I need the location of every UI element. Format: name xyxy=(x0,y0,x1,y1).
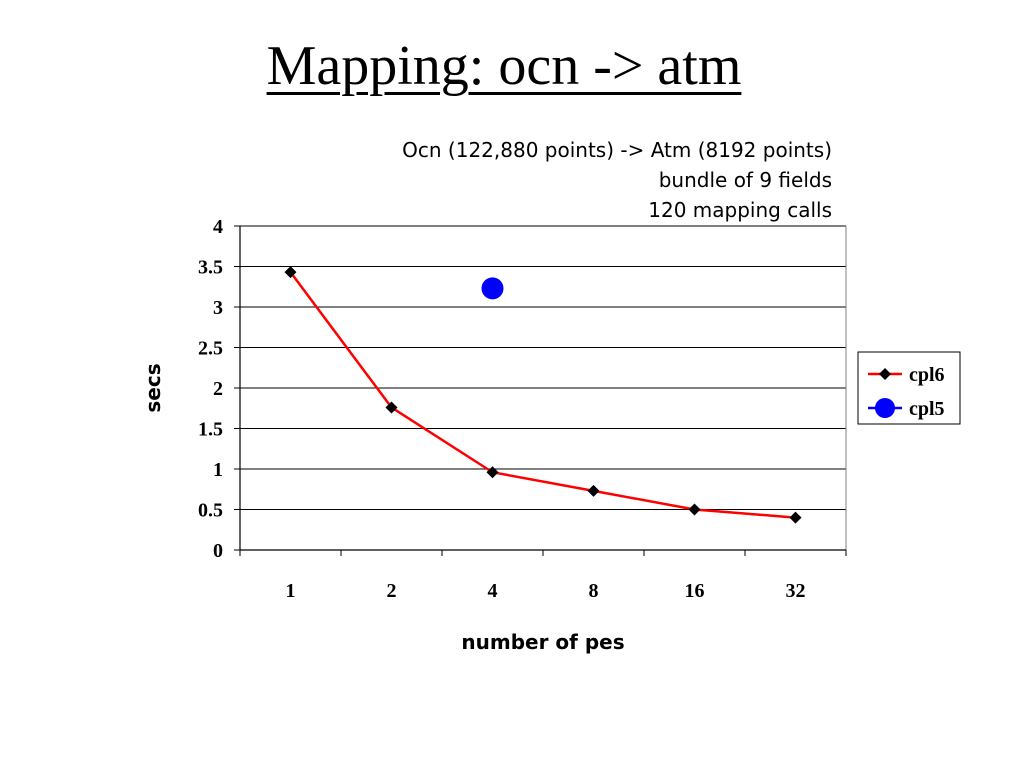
series-cpl6-line xyxy=(289,271,796,519)
x-tick-label: 16 xyxy=(685,580,705,602)
y-tick-label: 1.5 xyxy=(198,419,223,441)
x-tick-label: 4 xyxy=(488,580,498,602)
legend: cpl6 cpl5 xyxy=(857,351,961,425)
series-cpl6-point xyxy=(486,466,499,479)
x-tick-label: 32 xyxy=(786,580,806,602)
y-tick-label: 1 xyxy=(213,459,223,481)
y-axis-title: secs xyxy=(141,363,165,412)
legend-cpl6-marker xyxy=(879,368,891,380)
y-tick-label: 2.5 xyxy=(198,338,223,360)
axes xyxy=(234,225,847,556)
y-tick-label: 4 xyxy=(213,216,223,238)
x-axis-title: number of pes xyxy=(461,630,624,654)
chart-subtitle-line: Ocn (122,880 points) -> Atm (8192 points… xyxy=(402,138,832,162)
series-cpl6-point xyxy=(789,511,802,524)
legend-cpl5-marker xyxy=(875,398,895,418)
chart-subtitle-line: 120 mapping calls xyxy=(648,198,832,222)
legend-cpl6-label: cpl6 xyxy=(909,364,945,386)
y-tick-label: 2 xyxy=(213,378,223,400)
legend-box xyxy=(857,351,961,425)
series xyxy=(284,266,802,524)
slide-title: Mapping: ocn -> atm xyxy=(266,35,742,97)
chart-subtitle: Ocn (122,880 points) -> Atm (8192 points… xyxy=(402,138,832,222)
y-tick-label: 0.5 xyxy=(198,500,223,522)
gridlines xyxy=(240,225,846,510)
x-tick-label: 1 xyxy=(286,580,296,602)
tick-labels: 0 0.5 1 1.5 2 2.5 3 3.5 4 1 2 4 8 16 32 xyxy=(198,216,806,602)
series-cpl6-point xyxy=(587,484,600,497)
x-tick-label: 2 xyxy=(387,580,397,602)
y-tick-label: 3.5 xyxy=(198,257,223,279)
series-cpl6-point xyxy=(688,503,701,516)
y-tick-label: 3 xyxy=(213,297,223,319)
legend-cpl5-label: cpl5 xyxy=(909,398,945,420)
series-cpl6-point xyxy=(284,266,297,279)
chart-subtitle-line: bundle of 9 fields xyxy=(659,168,832,192)
x-tick-label: 8 xyxy=(589,580,599,602)
y-tick-label: 0 xyxy=(213,540,223,562)
series-cpl5-point xyxy=(481,277,504,300)
series-cpl6-point xyxy=(385,401,398,414)
